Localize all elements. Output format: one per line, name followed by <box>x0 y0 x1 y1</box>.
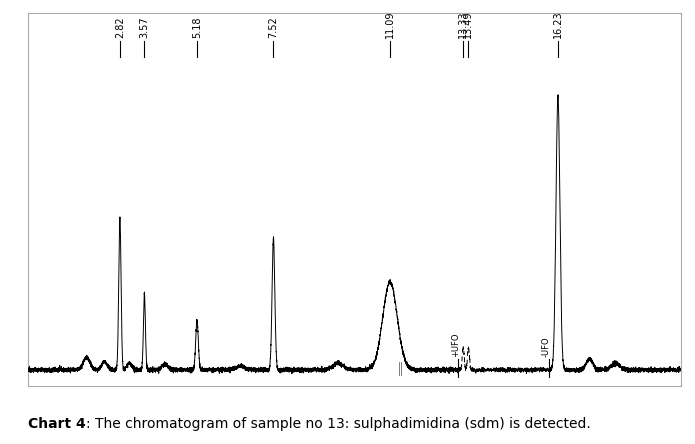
Text: 16.23: 16.23 <box>553 10 563 38</box>
Text: 11.09: 11.09 <box>385 11 395 38</box>
Text: 13.49: 13.49 <box>464 11 473 38</box>
Text: 7.52: 7.52 <box>268 16 279 38</box>
Text: 2.82: 2.82 <box>115 16 125 38</box>
Text: Chart 4: Chart 4 <box>28 416 85 431</box>
Text: 3.57: 3.57 <box>140 16 149 38</box>
Text: 13.33: 13.33 <box>458 11 468 38</box>
Text: : The chromatogram of sample no 13: sulphadimidina (sdm) is detected.: : The chromatogram of sample no 13: sulp… <box>85 416 590 431</box>
Text: 5.18: 5.18 <box>192 16 202 38</box>
Text: +UFO: +UFO <box>451 333 460 357</box>
Text: -UFO: -UFO <box>541 337 550 357</box>
